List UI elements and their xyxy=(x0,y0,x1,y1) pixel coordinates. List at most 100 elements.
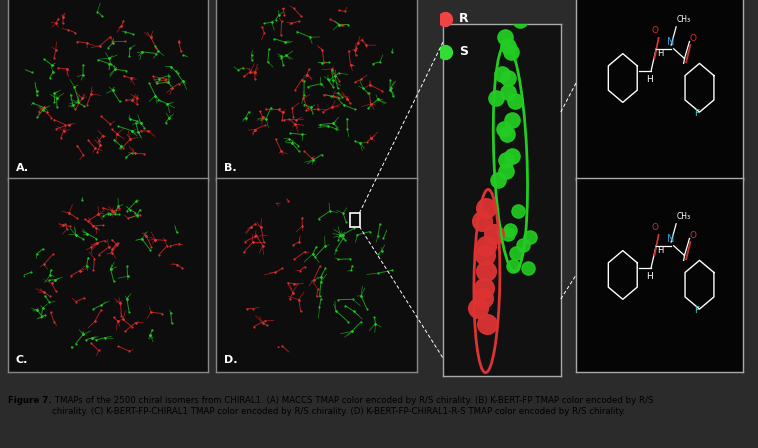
Point xyxy=(305,155,318,162)
Point xyxy=(149,236,161,243)
Point xyxy=(302,105,314,112)
Point xyxy=(311,293,323,300)
Point xyxy=(286,139,298,146)
Point xyxy=(105,211,117,218)
Point xyxy=(106,38,118,45)
Point xyxy=(384,76,396,83)
Text: F: F xyxy=(694,109,700,118)
Point xyxy=(106,249,118,256)
Point xyxy=(316,46,328,53)
Point xyxy=(355,293,367,300)
Point xyxy=(246,51,258,58)
Point xyxy=(239,238,251,245)
Point xyxy=(85,90,97,98)
Point xyxy=(277,61,290,69)
Point xyxy=(126,127,138,134)
Point xyxy=(390,39,402,46)
Point xyxy=(255,23,268,30)
Point xyxy=(36,305,49,312)
Point xyxy=(124,136,136,143)
Point xyxy=(97,221,109,228)
Point xyxy=(37,106,49,113)
Point xyxy=(365,135,377,142)
Point xyxy=(38,103,50,111)
Point xyxy=(293,238,305,245)
Point xyxy=(30,306,42,313)
Point xyxy=(37,106,49,113)
Point xyxy=(112,202,124,209)
Point xyxy=(162,78,174,86)
Point xyxy=(106,249,118,256)
Point xyxy=(299,248,312,255)
Point xyxy=(125,75,137,82)
Point xyxy=(291,28,303,35)
Point xyxy=(114,299,127,306)
Point xyxy=(49,90,61,97)
Point xyxy=(125,150,137,157)
Point xyxy=(150,44,162,52)
Point xyxy=(165,63,177,70)
Point xyxy=(106,207,118,214)
Point xyxy=(256,242,268,249)
Point xyxy=(92,211,105,218)
Point xyxy=(387,93,399,100)
Point xyxy=(26,69,38,76)
Point xyxy=(307,156,319,164)
Point xyxy=(115,22,127,30)
Point xyxy=(334,231,346,238)
Point xyxy=(49,276,61,284)
Point xyxy=(308,276,320,284)
Point xyxy=(161,76,173,83)
Point xyxy=(129,209,141,216)
Point xyxy=(325,67,337,74)
Point xyxy=(338,102,350,109)
Point xyxy=(106,40,118,47)
Point xyxy=(129,150,141,157)
Point xyxy=(260,115,272,122)
Point xyxy=(171,229,183,236)
Point xyxy=(115,142,127,150)
Point xyxy=(289,121,301,128)
Point xyxy=(337,235,349,242)
Point xyxy=(149,43,161,50)
Point xyxy=(232,66,244,73)
Point xyxy=(106,87,118,94)
Point xyxy=(240,114,252,121)
Point xyxy=(177,78,189,85)
Point xyxy=(337,210,349,217)
Point xyxy=(59,220,71,228)
Point xyxy=(125,75,137,82)
Point xyxy=(36,314,48,321)
Point xyxy=(92,56,104,64)
Point xyxy=(130,319,142,326)
Point xyxy=(126,127,138,134)
Point xyxy=(130,198,143,205)
Point xyxy=(255,224,267,231)
Point xyxy=(92,347,105,354)
Point xyxy=(327,93,339,100)
Point xyxy=(312,106,324,113)
Point xyxy=(293,147,305,155)
Point xyxy=(499,33,511,40)
Point xyxy=(161,100,174,108)
Point xyxy=(124,136,136,143)
Point xyxy=(57,222,69,229)
Point xyxy=(153,75,165,82)
Point xyxy=(36,313,49,320)
Point xyxy=(244,68,256,75)
Point xyxy=(49,276,61,284)
Point xyxy=(384,84,396,91)
Point xyxy=(113,211,125,218)
Point xyxy=(81,39,93,47)
Text: O: O xyxy=(690,231,697,240)
Point xyxy=(510,249,522,256)
Point xyxy=(121,295,133,302)
Point xyxy=(305,104,317,111)
Point xyxy=(297,95,309,102)
Point xyxy=(313,304,325,311)
Point xyxy=(89,145,102,152)
Point xyxy=(259,106,271,113)
Point xyxy=(344,61,356,69)
Point xyxy=(296,76,308,83)
Point xyxy=(327,77,339,84)
